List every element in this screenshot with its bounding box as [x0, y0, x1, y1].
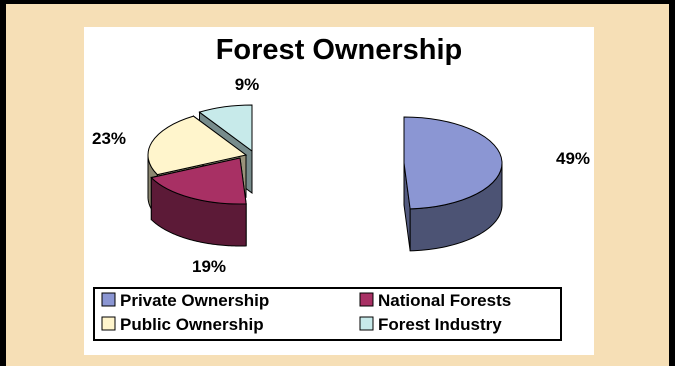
forest-ownership-pie-chart: Forest Ownership 49% 19% 23% 9% Private Own… — [84, 27, 594, 355]
chart-panel: Forest Ownership 49% 19% 23% 9% Private Own… — [6, 4, 669, 366]
pie-slice-top — [198, 104, 253, 152]
pie-slice-top — [403, 116, 503, 210]
legend-label-national-forests: National Forests — [378, 291, 511, 310]
pie-slice-national-forests — [150, 157, 247, 247]
pie-slice-top — [147, 115, 248, 176]
legend-label-public-ownership: Public Ownership — [120, 315, 264, 334]
data-label-forest-industry: 9% — [235, 75, 260, 94]
legend-label-forest-industry: Forest Industry — [378, 315, 502, 334]
data-label-private-ownership: 49% — [556, 149, 590, 168]
chart-title: Forest Ownership — [216, 34, 463, 66]
data-labels: 49% 19% 23% 9% — [92, 75, 590, 276]
legend-swatch-forest-industry — [359, 316, 374, 331]
pie-slice-top — [150, 157, 247, 205]
pie-slice-private-ownership — [403, 116, 503, 252]
legend: Private Ownership National Forests Public … — [93, 287, 562, 341]
legend-box — [93, 287, 562, 341]
legend-label-private-ownership: Private Ownership — [120, 291, 269, 310]
data-label-public-ownership: 23% — [92, 129, 126, 148]
legend-swatch-public-ownership — [101, 316, 116, 331]
data-label-national-forests: 19% — [192, 257, 226, 276]
legend-swatch-private-ownership — [101, 292, 116, 307]
legend-swatch-national-forests — [359, 292, 374, 307]
pie-slices — [147, 104, 503, 252]
